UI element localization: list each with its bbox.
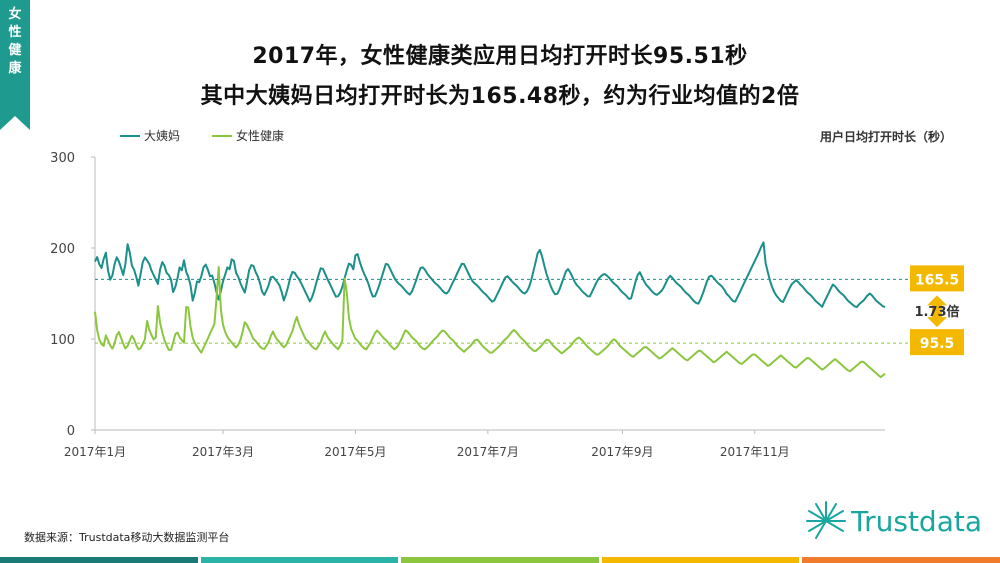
x-tick-label: 2017年1月 [64, 445, 126, 459]
footer-segment [401, 557, 599, 563]
footer-color-bar [0, 557, 1000, 563]
footer-segment [0, 557, 198, 563]
legend-label: 女性健康 [236, 129, 285, 143]
unit-label: 用户日均打开时长（秒） [819, 130, 952, 144]
legend-label: 大姨妈 [144, 129, 181, 143]
page-title-line1: 2017年，女性健康类应用日均打开时长95.51秒 [252, 44, 748, 69]
reference-badge-label: 95.5 [920, 336, 955, 352]
x-tick-label: 2017年7月 [457, 445, 519, 459]
x-tick-label: 2017年11月 [720, 445, 790, 459]
x-tick-label: 2017年3月 [192, 445, 254, 459]
series-line-womens-health [94, 266, 886, 379]
y-tick-label: 100 [50, 333, 75, 348]
trustdata-logo: Trustdata [803, 498, 982, 544]
category-tab: 女 性 健 康 [0, 0, 30, 130]
footer-segment [200, 557, 399, 563]
x-tick-label: 2017年5月 [324, 445, 386, 459]
data-source: 数据来源：Trustdata移动大数据监测平台 [24, 531, 230, 544]
y-tick-label: 0 [67, 424, 75, 439]
legend-swatch [212, 134, 233, 137]
category-tab-char: 性 [8, 25, 22, 40]
arrow-down-icon [927, 309, 947, 328]
page-title-line2: 其中大姨妈日均打开时长为165.48秒，约为行业均值的2倍 [200, 84, 800, 109]
y-tick-label: 200 [50, 242, 75, 257]
legend-item-womens-health: 女性健康 [212, 127, 284, 144]
category-tab-char: 健 [8, 43, 22, 58]
logo-text: Trustdata [851, 504, 982, 538]
sunburst-icon [806, 501, 847, 539]
legend-swatch [120, 134, 140, 137]
y-tick-label: 300 [50, 151, 75, 166]
series-line-dayima [94, 241, 886, 309]
arrow-up-icon [927, 295, 947, 314]
legend-item-dayima: 大姨妈 [120, 127, 180, 144]
reference-badge [910, 265, 964, 292]
chart-legend: 大姨妈 女性健康 [120, 127, 284, 144]
footer-segment [802, 557, 1000, 563]
category-tab-char: 女 [8, 7, 22, 22]
ratio-label: 1.73倍 [914, 304, 959, 320]
category-tab-char: 康 [8, 61, 22, 76]
footer-segment [601, 557, 800, 563]
x-tick-label: 2017年9月 [591, 445, 653, 459]
reference-badge [910, 329, 964, 356]
reference-badge-label: 165.5 [915, 272, 959, 288]
